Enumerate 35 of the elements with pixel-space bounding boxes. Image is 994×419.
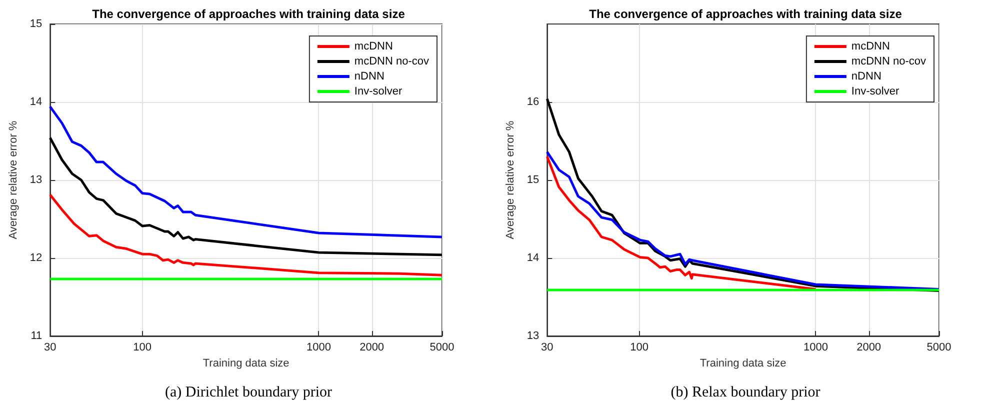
x-tick-label: 30 bbox=[541, 342, 554, 354]
legend-label: mcDNN bbox=[851, 40, 890, 52]
x-tick-label: 1000 bbox=[306, 342, 331, 354]
legend-label: nDNN bbox=[851, 70, 882, 82]
x-tick-label: 2000 bbox=[360, 342, 384, 354]
legend-label: mcDNN bbox=[354, 40, 393, 52]
legend-label: Inv-solver bbox=[851, 86, 900, 98]
x-tick-label: 1000 bbox=[803, 342, 828, 354]
legend-label: Inv-solver bbox=[354, 86, 402, 98]
y-tick-label: 16 bbox=[526, 96, 540, 108]
x-tick-label: 100 bbox=[133, 342, 152, 354]
y-tick-label: 12 bbox=[30, 252, 42, 264]
y-tick-label: 13 bbox=[30, 174, 42, 186]
legend-label: mcDNN no-cov bbox=[354, 56, 430, 68]
text: (b) Relax boundary prior bbox=[670, 384, 820, 400]
y-axis-title: Average relative error % bbox=[504, 120, 516, 240]
y-tick-label: 13 bbox=[526, 330, 540, 342]
chart-title: The convergence of approaches with training data size bbox=[92, 7, 406, 21]
x-tick-label: 30 bbox=[44, 342, 56, 354]
x-axis-title: Training data size bbox=[202, 357, 290, 370]
x-tick-label: 5000 bbox=[926, 342, 952, 354]
y-axis-title: Average relative error % bbox=[8, 120, 20, 240]
legend-label: nDNN bbox=[354, 70, 384, 82]
y-tick-label: 14 bbox=[30, 96, 42, 108]
x-axis-title: Training data size bbox=[700, 357, 786, 370]
y-tick-label: 15 bbox=[30, 18, 42, 30]
chart-title: The convergence of approaches with training data size bbox=[589, 7, 902, 21]
legend-label: mcDNN no-cov bbox=[851, 56, 926, 68]
y-tick-label: 14 bbox=[526, 252, 540, 264]
text: (a) Dirichlet boundary prior bbox=[164, 384, 332, 400]
x-tick-label: 2000 bbox=[856, 342, 882, 354]
x-tick-label: 5000 bbox=[430, 342, 454, 354]
y-tick-label: 11 bbox=[30, 330, 42, 342]
x-tick-label: 100 bbox=[630, 342, 649, 354]
y-tick-label: 15 bbox=[526, 174, 540, 186]
